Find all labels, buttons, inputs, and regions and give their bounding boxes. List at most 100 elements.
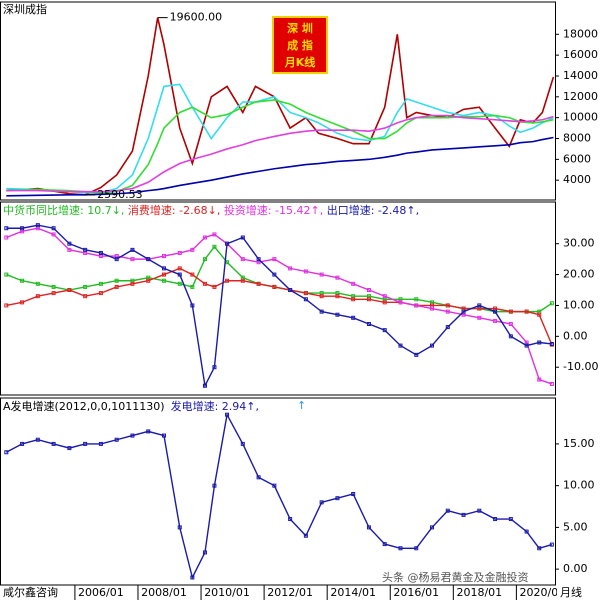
point xyxy=(212,483,217,488)
point xyxy=(366,525,371,530)
arrow: ↑ xyxy=(297,399,306,412)
point xyxy=(288,266,293,271)
y-tick-label: 15.00 xyxy=(563,437,595,450)
point xyxy=(366,321,371,326)
series-line xyxy=(6,224,552,388)
legend-trend: ↓ xyxy=(112,204,128,217)
point xyxy=(190,272,195,277)
point xyxy=(272,272,277,277)
series-line xyxy=(6,114,554,193)
point xyxy=(303,291,308,296)
point xyxy=(146,429,151,434)
watermark: 头条 @杨易君黄金及金融投资 xyxy=(382,570,529,584)
point xyxy=(190,303,195,308)
point xyxy=(177,281,182,286)
point xyxy=(67,247,72,252)
point xyxy=(161,266,166,271)
series-line xyxy=(6,136,554,197)
series-line xyxy=(6,83,554,194)
point xyxy=(382,328,387,333)
point xyxy=(398,300,403,305)
point xyxy=(398,343,403,348)
point xyxy=(335,312,340,317)
axis-bg xyxy=(0,586,66,600)
point xyxy=(461,512,466,517)
x-tick-label: 2010/01 xyxy=(204,586,250,599)
annotation: 19600.00 xyxy=(170,11,223,24)
point xyxy=(202,235,207,240)
point xyxy=(202,550,207,555)
y-tick-label: 14000 xyxy=(563,69,598,82)
series-line xyxy=(5,412,553,580)
point xyxy=(335,496,340,501)
point xyxy=(445,303,450,308)
x-tick-label: 2020/01 xyxy=(520,586,566,599)
point xyxy=(146,257,151,262)
point xyxy=(98,281,103,286)
legend-value: 10.7 xyxy=(87,204,112,217)
point xyxy=(430,525,435,530)
point xyxy=(35,281,40,286)
point xyxy=(430,306,435,311)
point xyxy=(493,309,498,314)
point xyxy=(524,343,529,348)
point xyxy=(225,278,230,283)
y-tick-label: 12000 xyxy=(563,90,598,103)
badge-box xyxy=(272,16,328,74)
point xyxy=(477,508,482,513)
point xyxy=(240,235,245,240)
point xyxy=(161,254,166,259)
point xyxy=(351,281,356,286)
point xyxy=(114,284,119,289)
point xyxy=(190,247,195,252)
point xyxy=(83,284,88,289)
point xyxy=(83,294,88,299)
point xyxy=(524,309,529,314)
point xyxy=(272,284,277,289)
point xyxy=(146,278,151,283)
point xyxy=(414,297,419,302)
series-line xyxy=(6,227,553,385)
y-tick-label: 10.00 xyxy=(563,479,595,492)
legend: A发电增速(2012,0,0,1011130) 发电增速2.94↑ xyxy=(3,400,259,413)
point xyxy=(256,257,261,262)
x-tick-label: 2014/01 xyxy=(330,586,376,599)
legend-value: 2.94 xyxy=(221,400,247,413)
point xyxy=(319,294,324,299)
point xyxy=(83,441,88,446)
point xyxy=(524,529,529,534)
point xyxy=(98,441,103,446)
point xyxy=(493,318,498,323)
panel-frame xyxy=(0,201,556,396)
point xyxy=(177,266,182,271)
point xyxy=(537,340,542,345)
panel-frame xyxy=(0,397,556,586)
point xyxy=(67,241,72,246)
point xyxy=(303,269,308,274)
point xyxy=(493,517,498,522)
point xyxy=(414,546,419,551)
point xyxy=(202,281,207,286)
point xyxy=(4,303,9,308)
point xyxy=(190,284,195,289)
point xyxy=(240,257,245,262)
point xyxy=(445,309,450,314)
x-tick-label: 2006/01 xyxy=(78,586,124,599)
legend-value: -2.48 xyxy=(377,204,407,217)
point xyxy=(272,483,277,488)
point xyxy=(351,297,356,302)
point xyxy=(240,278,245,283)
point xyxy=(98,250,103,255)
point xyxy=(445,508,450,513)
y-tick-label: 20.00 xyxy=(563,268,595,281)
source: 咸尔鑫咨询 xyxy=(3,585,58,599)
x-tick-label: 2018/01 xyxy=(456,586,502,599)
point xyxy=(130,281,135,286)
point xyxy=(549,542,554,547)
point xyxy=(177,250,182,255)
point xyxy=(351,315,356,320)
point xyxy=(537,546,542,551)
point xyxy=(537,312,542,317)
